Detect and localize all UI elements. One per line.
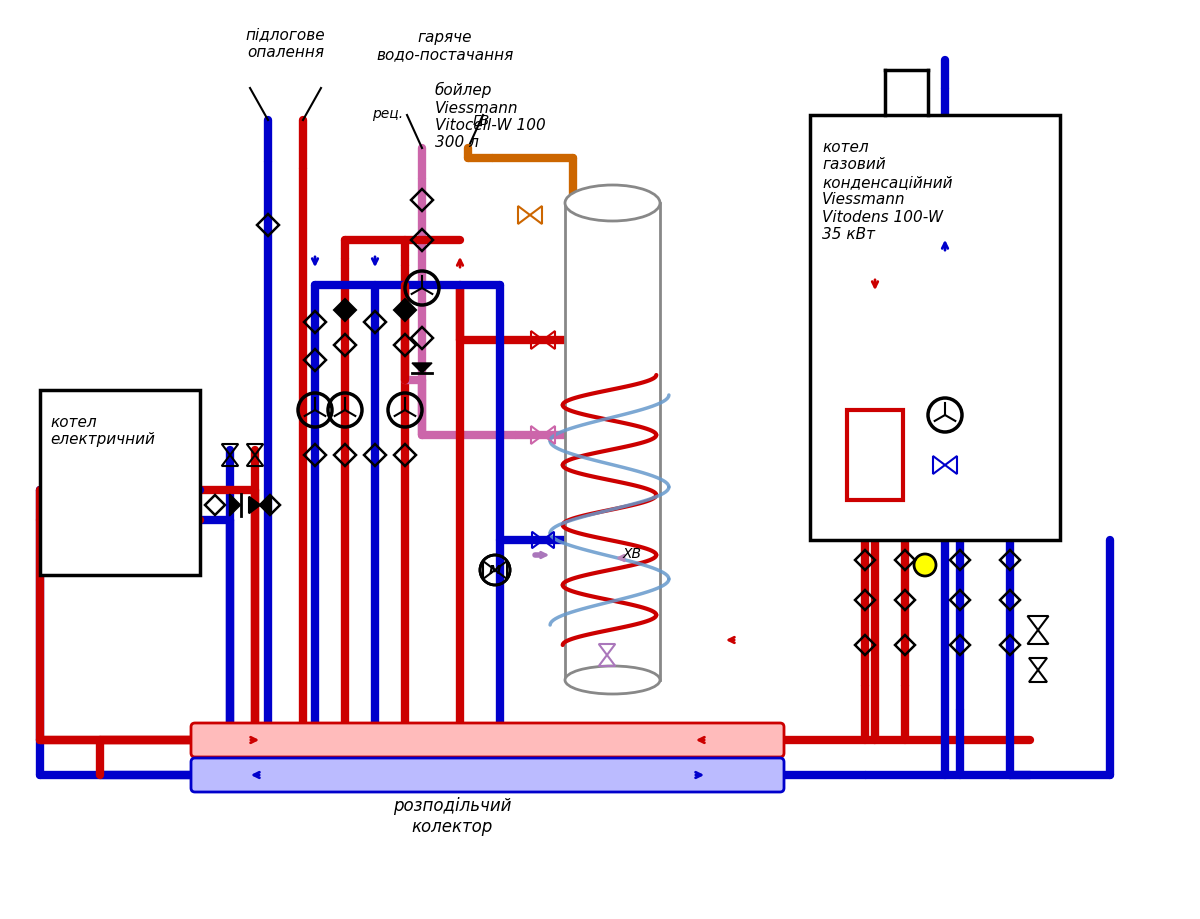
- Text: ХВ: ХВ: [623, 547, 642, 561]
- Text: рец.: рец.: [372, 107, 403, 121]
- FancyBboxPatch shape: [191, 758, 784, 792]
- Polygon shape: [334, 299, 356, 321]
- Text: котел
газовий
конденсаційний
Viessmann
Vitodens 100-W
35 кВт: котел газовий конденсаційний Viessmann V…: [822, 140, 953, 242]
- Polygon shape: [412, 363, 432, 373]
- Bar: [847, 410, 904, 500]
- Ellipse shape: [565, 185, 660, 221]
- Text: котел
електричний: котел електричний: [50, 415, 155, 448]
- Text: підлогове
опалення: підлогове опалення: [246, 28, 325, 60]
- Bar: [565, 203, 660, 680]
- Polygon shape: [250, 497, 260, 513]
- Text: M: M: [488, 563, 502, 576]
- Polygon shape: [394, 299, 416, 321]
- Text: бойлер
Viessmann
Vitocell-W 100
300 л: бойлер Viessmann Vitocell-W 100 300 л: [436, 82, 546, 151]
- FancyBboxPatch shape: [191, 723, 784, 757]
- Bar: [40, 390, 200, 575]
- Text: розподільчий
колектор: розподільчий колектор: [394, 797, 511, 835]
- Polygon shape: [229, 494, 240, 516]
- Circle shape: [914, 554, 936, 576]
- Text: гаряче
водо-постачання: гаряче водо-постачання: [377, 29, 514, 62]
- Text: ГВ: ГВ: [473, 114, 491, 128]
- Ellipse shape: [565, 666, 660, 694]
- Bar: [810, 115, 1060, 540]
- Polygon shape: [260, 497, 271, 513]
